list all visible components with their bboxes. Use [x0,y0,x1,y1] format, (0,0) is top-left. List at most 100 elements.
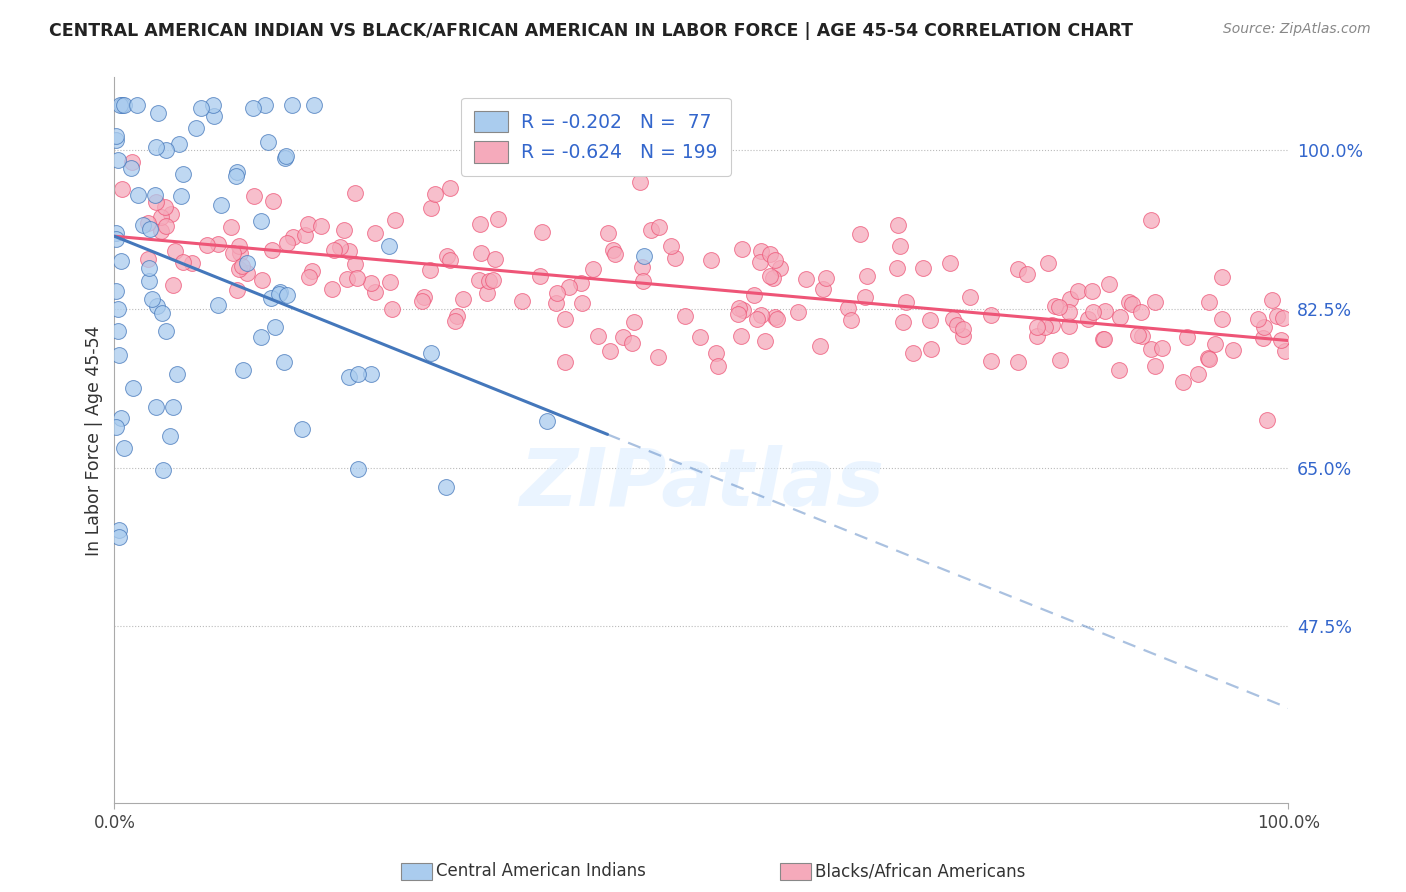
Point [1033,319,1056,334]
Text: Central American Indians: Central American Indians [436,863,645,880]
Point [675,310,697,324]
Point [1026,328,1049,343]
Point [837,301,859,315]
Point [269,286,291,301]
Point [1045,299,1067,313]
Point [648,220,671,235]
Point [1092,333,1115,347]
Point [360,367,382,381]
Point [1271,311,1294,326]
Point [108,523,131,537]
Point [1036,256,1059,270]
Point [443,314,465,328]
Point [181,255,204,269]
Point [484,252,506,266]
Point [628,175,651,189]
Point [886,218,908,232]
Point [228,262,250,277]
Point [105,133,128,147]
Point [749,254,772,268]
Point [148,105,170,120]
Point [1081,305,1104,319]
Point [337,244,360,258]
Point [1187,368,1209,382]
Point [749,244,772,258]
Point [110,410,132,425]
Point [1253,320,1275,334]
Point [139,222,162,236]
Point [195,237,218,252]
Point [104,420,127,434]
Point [231,260,253,274]
Point [1108,363,1130,377]
Point [262,243,284,257]
Point [546,296,568,310]
Point [232,363,254,377]
Point [1057,318,1080,333]
Point [730,329,752,343]
Point [728,301,751,315]
Point [468,217,491,231]
Point [1049,353,1071,368]
Point [276,235,298,250]
Point [794,272,817,286]
Point [136,252,159,267]
Point [659,239,682,253]
Point [145,400,167,414]
Point [470,245,492,260]
Point [145,140,167,154]
Point [411,294,433,309]
Point [1094,304,1116,318]
Point [378,275,401,289]
Point [155,200,177,214]
Point [1059,292,1081,306]
Point [612,330,634,344]
Point [769,260,792,275]
Point [939,255,962,269]
Point [419,263,441,277]
Point [699,253,721,268]
Point [127,188,149,202]
Point [107,153,129,167]
Point [160,207,183,221]
Point [172,168,194,182]
Point [1261,293,1284,308]
Point [159,429,181,443]
Point [107,530,129,544]
Point [202,97,225,112]
Point [384,213,406,227]
Point [344,186,367,201]
Point [186,120,208,135]
Point [111,97,134,112]
Point [855,269,877,284]
Point [333,223,356,237]
Point [138,261,160,276]
Point [112,441,135,455]
Point [104,285,127,299]
Point [309,219,332,234]
Point [554,355,576,369]
Point [291,422,314,436]
Point [920,342,942,356]
Point [557,279,579,293]
Point [478,275,501,289]
Point [980,308,1002,322]
Point [886,260,908,275]
Point [1251,331,1274,345]
Point [763,310,786,324]
Point [262,194,284,208]
Point [260,291,283,305]
Point [420,201,443,215]
Point [1109,310,1132,324]
Point [808,339,831,353]
Point [336,272,359,286]
Point [228,239,250,253]
Point [150,306,173,320]
Point [1247,312,1270,326]
Point [749,308,772,322]
Point [235,266,257,280]
Point [546,285,568,300]
Point [766,311,789,326]
Point [436,249,458,263]
Point [225,164,247,178]
